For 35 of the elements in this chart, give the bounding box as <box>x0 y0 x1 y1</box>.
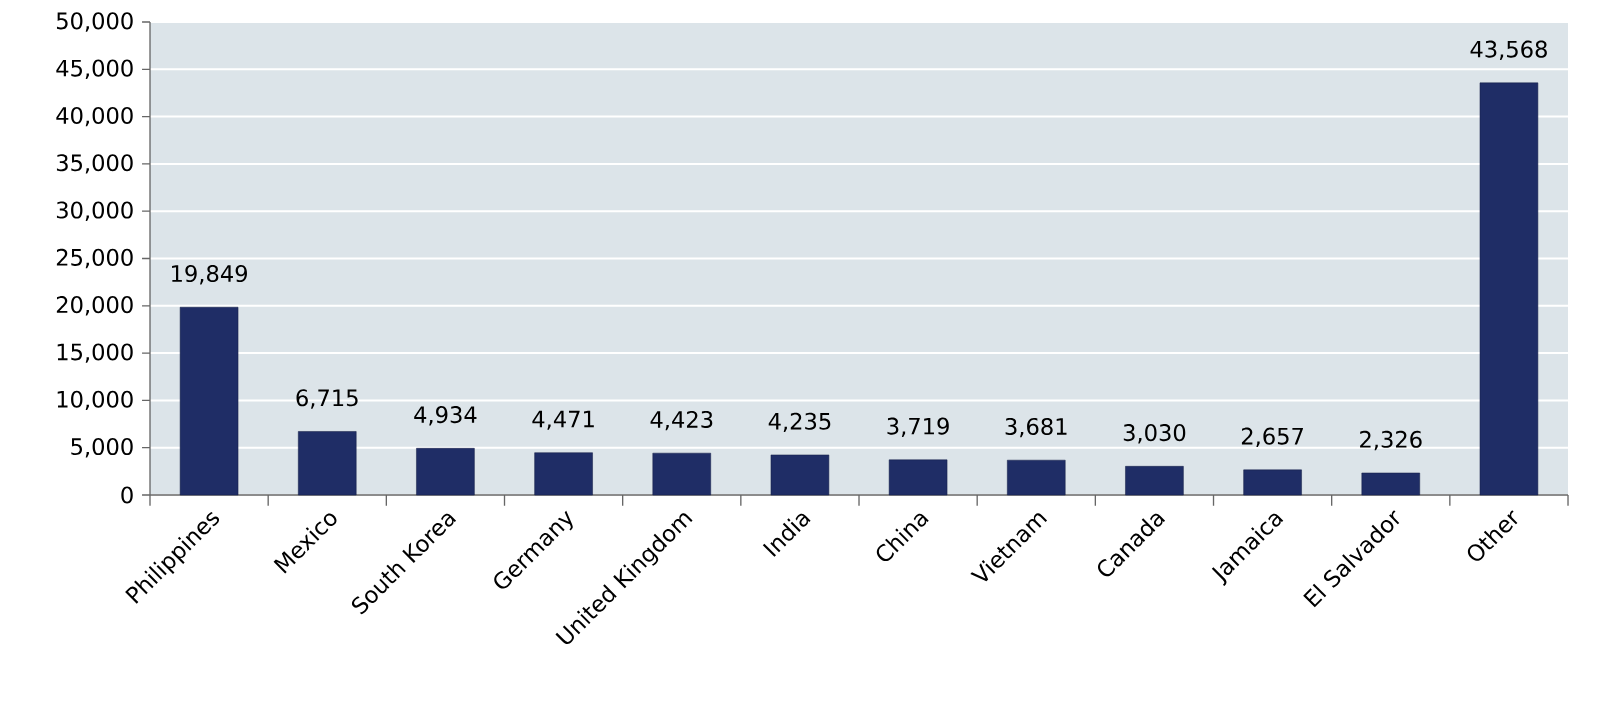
y-tick-label: 35,000 <box>56 154 133 174</box>
bar <box>534 452 593 496</box>
data-label: 2,326 <box>1360 430 1422 451</box>
y-tick-label: 5,000 <box>71 438 133 458</box>
bar <box>888 459 948 496</box>
bar <box>1007 459 1066 496</box>
bar <box>1243 469 1302 496</box>
data-label: 6,715 <box>296 389 358 409</box>
data-label: 3,681 <box>1005 417 1067 438</box>
bar <box>652 452 711 496</box>
y-tick-label: 40,000 <box>56 106 133 127</box>
y-tick-label: 20,000 <box>56 296 133 316</box>
data-label: 3,030 <box>1123 424 1186 444</box>
y-tick-label: 25,000 <box>56 248 133 269</box>
y-tick-label: 50,000 <box>56 12 133 32</box>
bar <box>416 448 475 496</box>
y-tick-label: 30,000 <box>56 201 133 221</box>
data-label: 4,934 <box>414 406 477 426</box>
bar <box>1479 82 1539 496</box>
bar <box>1361 472 1420 496</box>
bar <box>1125 466 1184 496</box>
y-tick-label: 10,000 <box>57 390 133 411</box>
data-label: 4,235 <box>768 412 831 433</box>
data-label: 19,849 <box>172 264 247 285</box>
y-tick-label: 45,000 <box>56 59 133 79</box>
data-label: 43,568 <box>1470 40 1547 60</box>
y-tick-label: 15,000 <box>57 343 133 363</box>
bar <box>179 306 239 496</box>
y-tick-label: 0 <box>121 486 133 504</box>
data-label: 3,719 <box>887 417 949 437</box>
data-label: 4,471 <box>532 410 594 430</box>
data-label: 2,657 <box>1241 427 1303 448</box>
data-label: 4,423 <box>650 410 713 431</box>
bar <box>298 431 357 496</box>
bar <box>770 454 830 496</box>
